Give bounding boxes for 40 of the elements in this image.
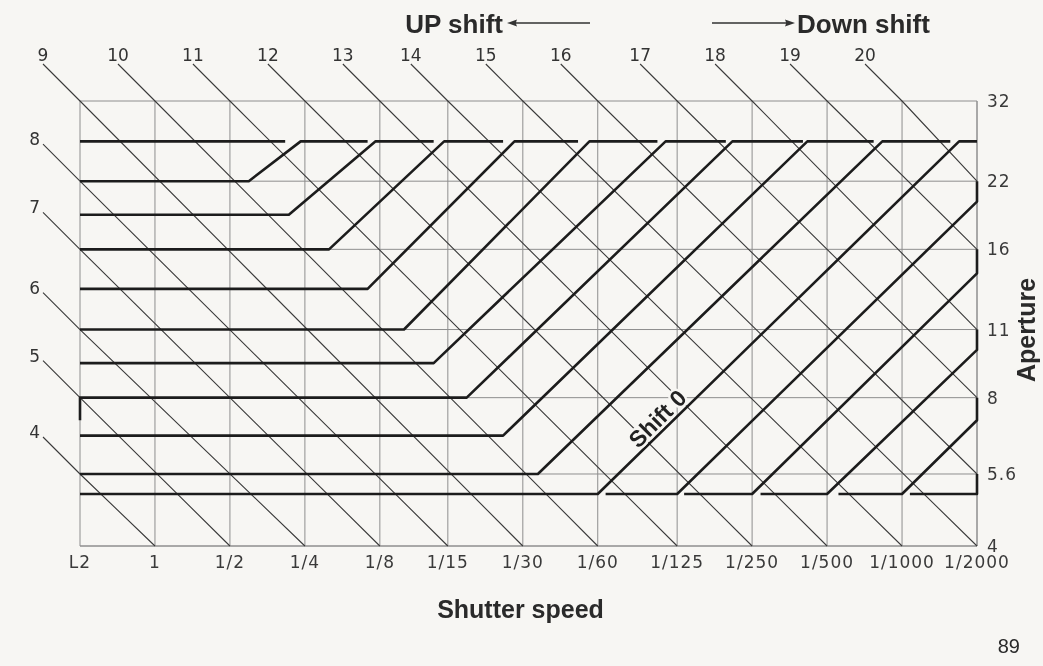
series-label: 17 [629, 45, 651, 65]
x-axis-title: Shutter speed [437, 595, 604, 623]
y-axis-title: Aperture [1012, 277, 1040, 383]
y-tick-label: 5.6 [987, 464, 1018, 484]
x-tick-label: 1/60 [576, 552, 619, 572]
series-label: 20 [854, 45, 876, 65]
x-tick-label: 1/15 [426, 552, 469, 572]
x-tick-label: 1/4 [289, 552, 321, 572]
series-label: 14 [400, 45, 422, 65]
series-label: 12 [257, 45, 279, 65]
y-tick-label: 8 [987, 387, 999, 408]
series-label: 11 [182, 45, 204, 65]
text: UP shift [405, 9, 504, 39]
y-tick-label: 32 [987, 91, 1011, 111]
y-tick-label: 22 [987, 171, 1011, 192]
x-tick-label: 1/250 [725, 552, 780, 572]
legend-label: 16 [549, 45, 572, 65]
series-label: 8 [29, 129, 40, 150]
x-tick-label: 1/1000 [869, 552, 935, 572]
series-label: 19 [779, 45, 801, 65]
x-tick-label: 1/30 [501, 552, 544, 572]
x-tick-label: L2 [68, 552, 92, 572]
series-label: 15 [474, 45, 497, 65]
series-label: 5 [29, 345, 40, 366]
series-label: 10 [107, 45, 129, 65]
text: 89 [997, 635, 1020, 657]
x-tick-label: 1/125 [650, 552, 705, 572]
series-label: 9 [37, 45, 49, 65]
series-label: 18 [704, 45, 726, 65]
series-label: 4 [29, 422, 40, 442]
x-tick-label: 1 [149, 552, 161, 572]
series-label: 6 [29, 277, 40, 298]
x-tick-label: 1/2 [214, 552, 246, 572]
x-tick-label: 1/500 [800, 552, 855, 572]
y-tick-label: 11 [987, 319, 1011, 340]
series-label: 13 [332, 45, 354, 65]
text: Down shift [797, 9, 931, 39]
x-tick-label: 1/8 [364, 552, 396, 572]
y-tick-label: 16 [987, 239, 1011, 260]
series-label: 7 [29, 197, 40, 218]
